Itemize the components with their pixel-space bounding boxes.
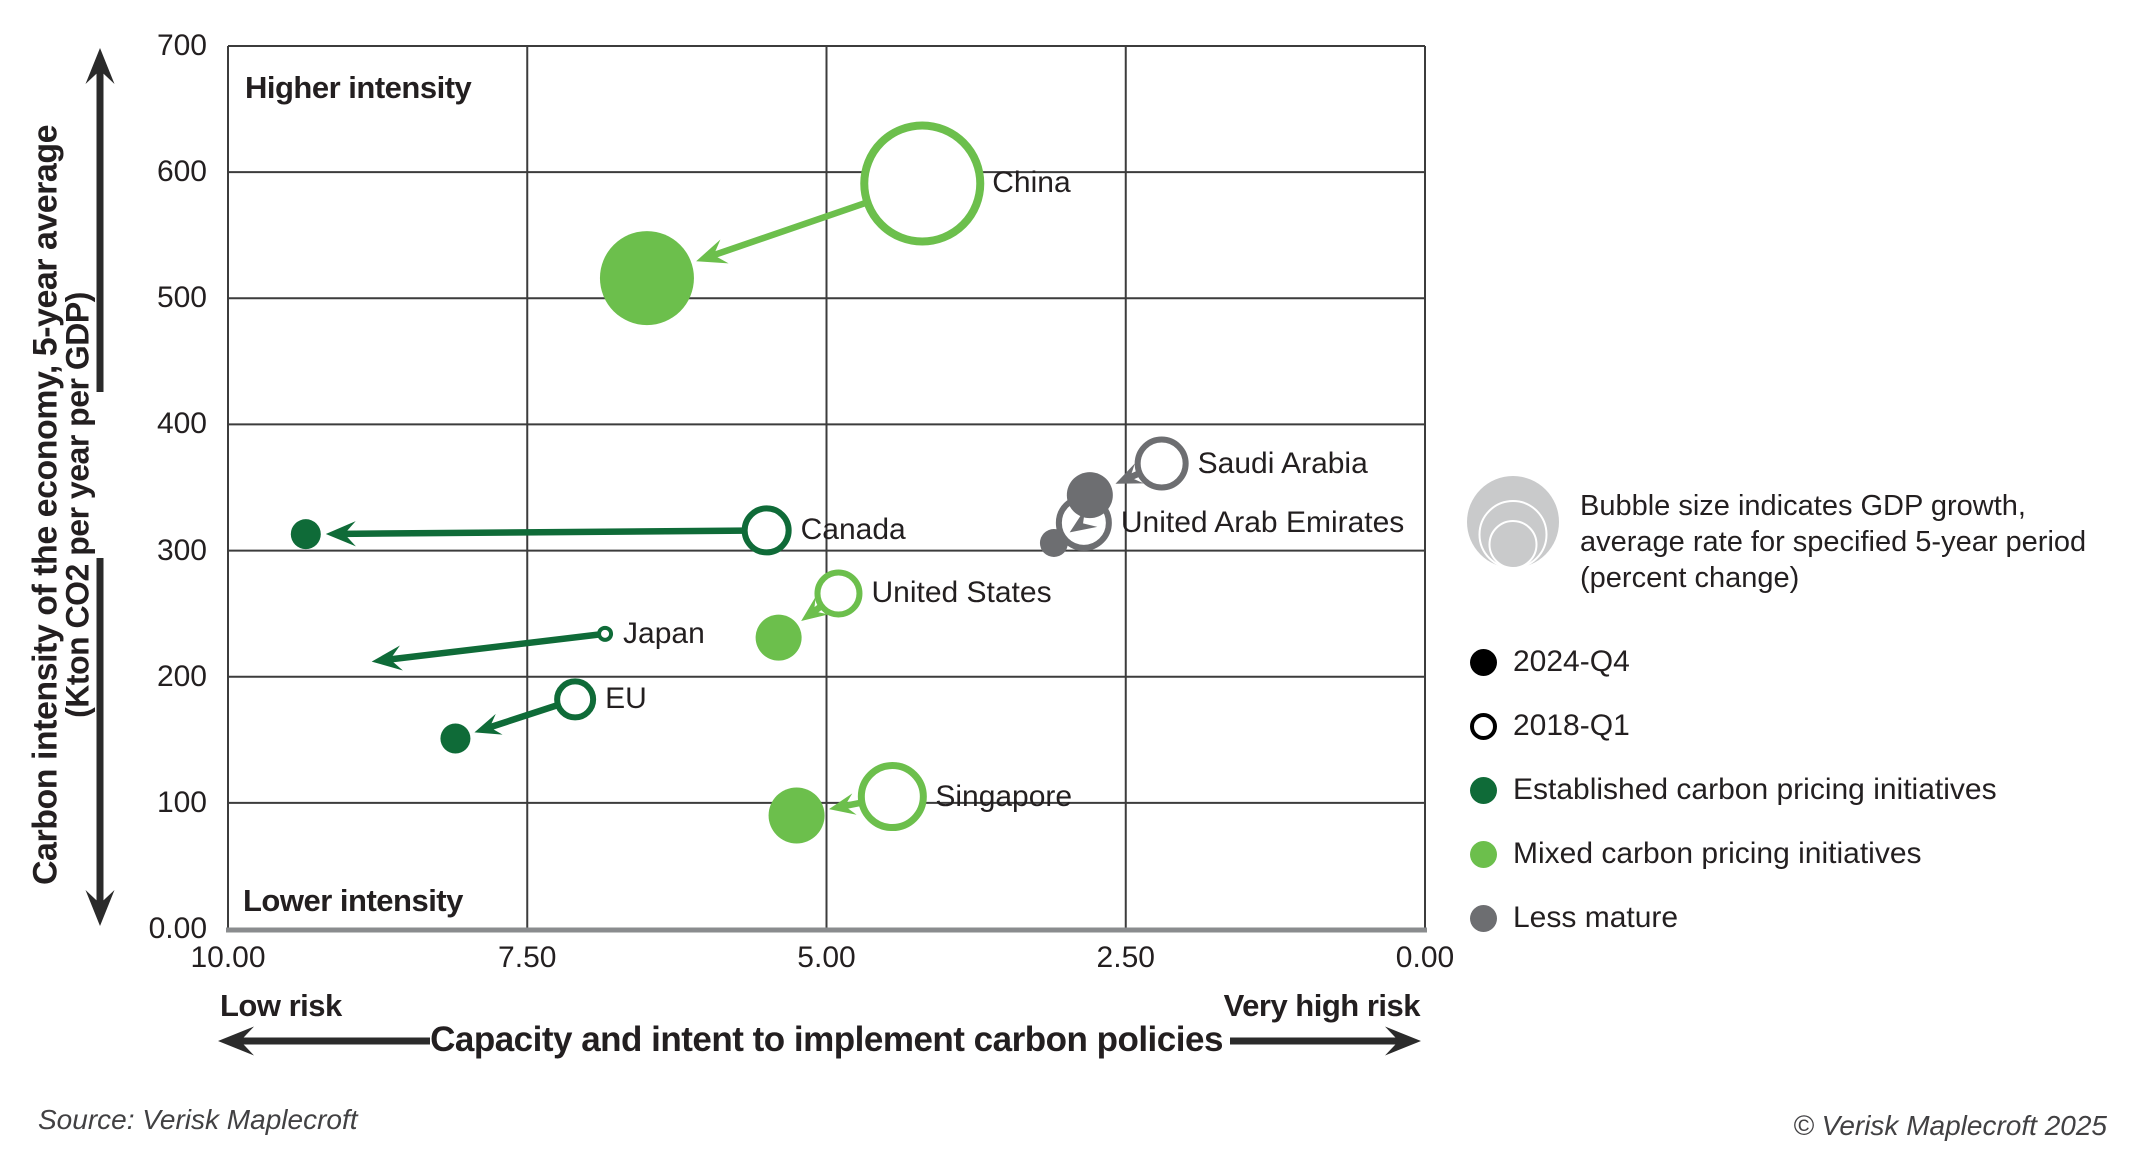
y-tick-label-600: 600 — [156, 155, 207, 189]
x-tick-label-5.00: 5.00 — [797, 941, 856, 974]
country-arrowhead-canada — [325, 521, 356, 547]
legend-item-label: Mixed carbon pricing initiatives — [1513, 837, 1922, 870]
y-tick-label-0.00: 0.00 — [148, 912, 207, 945]
legend-item-2018-q1: 2018-Q1 — [1470, 709, 1997, 743]
country-bubble-2024-china — [599, 231, 694, 326]
legend-items: 2024-Q4 2018-Q1 Established carbon pricing… — [1470, 645, 1997, 935]
country-arrowhead-japan — [371, 645, 403, 671]
solid-circle-icon — [1470, 648, 1497, 676]
y-axis-down-arrow-icon-head — [85, 890, 115, 926]
country-bubble-2024-eu — [440, 723, 471, 754]
solid-circle-icon — [1470, 904, 1497, 932]
country-arrow-united-states — [810, 603, 824, 616]
country-bubble-2018-singapore — [857, 762, 927, 832]
bubble-size-icon — [1467, 476, 1559, 569]
y-tick-label-500: 500 — [156, 281, 207, 315]
copyright-note: © Verisk Maplecroft 2025 — [1793, 1110, 2107, 1141]
legend-item-label: 2024-Q4 — [1513, 645, 1630, 678]
country-label-china: China — [992, 166, 1071, 200]
bubble-size-note-line1: Bubble size indicates GDP growth, — [1580, 490, 2026, 522]
solid-circle-icon — [1470, 776, 1497, 804]
country-arrowhead-china — [696, 239, 729, 264]
country-bubble-2024-saudi-arabia — [1066, 472, 1113, 519]
x-axis-title: Capacity and intent to implement carbon … — [430, 1020, 1223, 1059]
country-bubble-2018-united-states — [814, 569, 863, 618]
bubble-size-note: Bubble size indicates GDP growth, averag… — [1580, 488, 2140, 596]
country-label-eu: EU — [605, 682, 647, 716]
country-label-japan: Japan — [623, 616, 705, 650]
country-bubble-2018-canada — [741, 505, 792, 556]
country-label-singapore: Singapore — [935, 779, 1073, 813]
legend-item-label: Less mature — [1513, 901, 1679, 934]
very-high-risk-label: Very high risk — [1223, 988, 1421, 1023]
x-tick-label-10.00: 10.00 — [190, 941, 266, 974]
country-bubble-2018-saudi-arabia — [1134, 436, 1189, 491]
country-arrow-china — [710, 199, 869, 259]
country-bubble-2018-china — [860, 121, 985, 246]
low-risk-label: Low risk — [220, 988, 342, 1023]
country-arrow-canada — [342, 527, 745, 538]
country-label-united-arab-emirates: United Arab Emirates — [1120, 505, 1405, 539]
legend-item-established-carbon-pricing-initiatives: Established carbon pricing initiatives — [1470, 773, 1997, 807]
country-arrowhead-united-arab-emirates — [1069, 508, 1098, 533]
country-arrow-singapore — [842, 799, 863, 810]
country-bubble-2024-canada — [290, 519, 321, 550]
country-arrowhead-saudi-arabia — [1115, 463, 1144, 484]
legend-item-mixed-carbon-pricing-initiatives: Mixed carbon pricing initiatives — [1470, 837, 1997, 871]
country-arrowhead-singapore — [828, 793, 857, 815]
legend-item-2024-q4: 2024-Q4 — [1470, 645, 1997, 679]
country-label-united-states: United States — [871, 576, 1052, 610]
country-bubble-2024-united-states — [755, 614, 802, 661]
country-arrowhead-united-states — [801, 596, 829, 621]
source-note: Source: Verisk Maplecroft — [38, 1104, 358, 1135]
y-tick-label-300: 300 — [156, 533, 207, 567]
country-label-canada: Canada — [800, 513, 906, 547]
x-tick-label-7.50: 7.50 — [498, 941, 557, 974]
legend-item-label: 2018-Q1 — [1513, 709, 1630, 742]
lower-intensity-label: Lower intensity — [243, 883, 463, 918]
y-axis-up-arrow-icon-head — [85, 48, 115, 84]
x-axis-left-arrow-icon-head — [218, 1026, 254, 1056]
country-bubble-2018-eu — [554, 678, 597, 721]
solid-circle-icon — [1470, 840, 1497, 868]
bubble-size-note-line2: average rate for specified 5-year period — [1580, 526, 2087, 558]
bubble-size-note-line3: (percent change) — [1580, 562, 1800, 594]
legend-item-label: Established carbon pricing initiatives — [1513, 773, 1997, 806]
country-arrow-saudi-arabia — [1127, 470, 1141, 482]
y-axis-subtitle: (Kton CO2 per year per GDP) — [59, 292, 96, 718]
country-bubble-2024-singapore — [768, 787, 825, 844]
open-circle-icon — [1470, 712, 1497, 740]
y-tick-label-200: 200 — [156, 659, 207, 693]
country-arrowhead-eu — [474, 713, 503, 735]
x-tick-label-2.50: 2.50 — [1096, 941, 1155, 974]
country-bubble-2018-japan — [597, 625, 614, 642]
country-arrow-japan — [387, 631, 600, 663]
legend-item-less-mature: Less mature — [1470, 901, 1997, 935]
country-bubble-2024-united-arab-emirates — [1039, 529, 1068, 558]
y-tick-label-400: 400 — [156, 407, 207, 441]
y-tick-label-100: 100 — [156, 785, 207, 819]
country-label-saudi-arabia: Saudi Arabia — [1197, 446, 1368, 480]
y-tick-label-700: 700 — [156, 29, 207, 62]
country-arrow-eu — [487, 701, 560, 731]
x-axis-right-arrow-icon-head — [1385, 1026, 1421, 1056]
higher-intensity-label: Higher intensity — [245, 70, 472, 105]
x-tick-label-0.00: 0.00 — [1395, 941, 1455, 974]
